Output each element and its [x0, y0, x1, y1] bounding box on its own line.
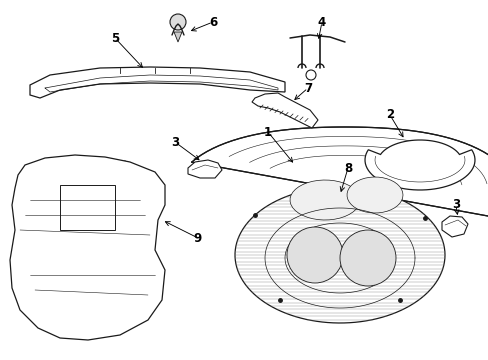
Polygon shape — [187, 160, 222, 178]
Polygon shape — [10, 155, 164, 340]
Text: 5: 5 — [111, 31, 119, 45]
Polygon shape — [235, 187, 444, 323]
Circle shape — [170, 14, 185, 30]
Circle shape — [286, 227, 342, 283]
Polygon shape — [191, 127, 488, 218]
Text: 4: 4 — [317, 15, 325, 28]
Text: 2: 2 — [385, 108, 393, 122]
Text: 9: 9 — [193, 231, 202, 244]
Text: 1: 1 — [264, 126, 271, 139]
Text: 7: 7 — [304, 81, 311, 94]
Polygon shape — [289, 180, 359, 220]
Polygon shape — [251, 93, 317, 128]
Polygon shape — [346, 177, 402, 213]
Polygon shape — [364, 140, 474, 190]
Bar — [60, 185, 115, 230]
Polygon shape — [30, 67, 285, 98]
Text: 8: 8 — [343, 162, 351, 175]
Polygon shape — [441, 216, 467, 237]
Text: 3: 3 — [171, 135, 179, 148]
Polygon shape — [174, 32, 182, 42]
Text: 6: 6 — [208, 15, 217, 28]
Circle shape — [339, 230, 395, 286]
Text: 3: 3 — [451, 198, 459, 211]
